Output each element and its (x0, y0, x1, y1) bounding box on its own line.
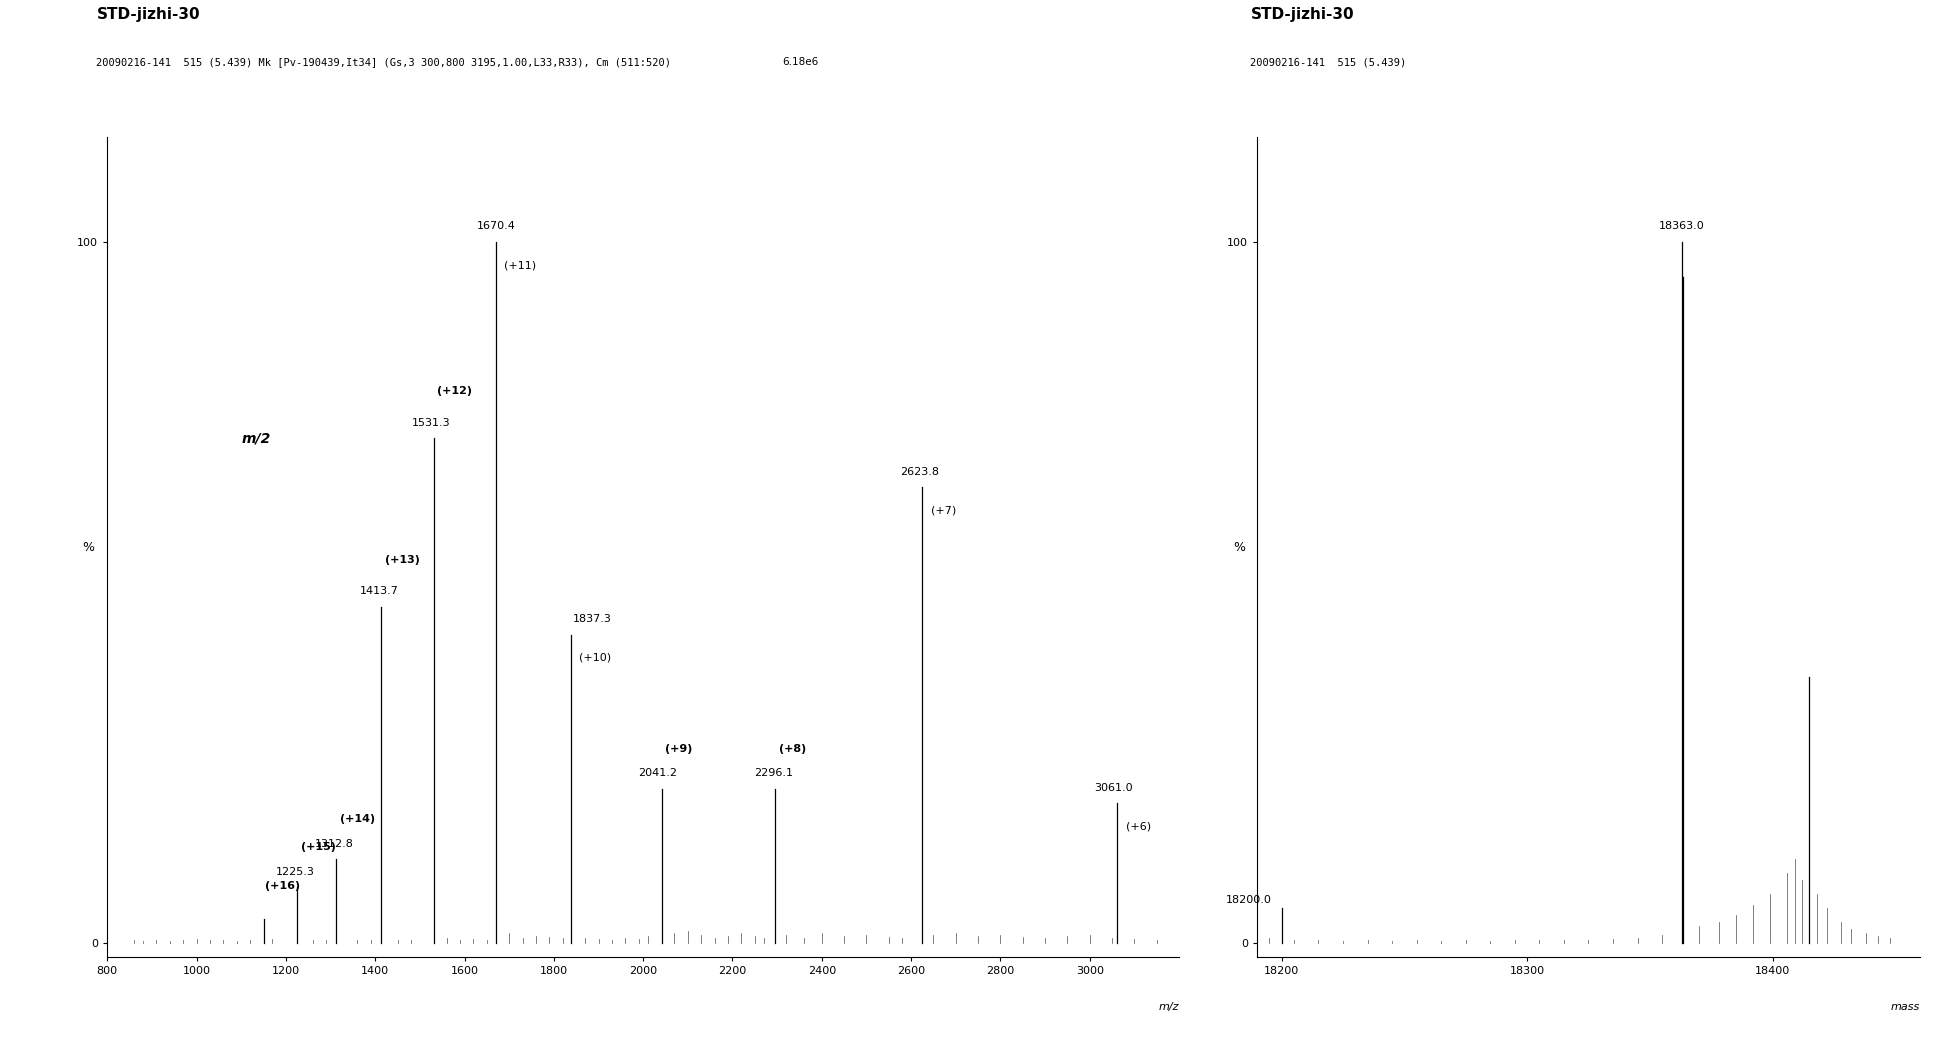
Text: 2041.2: 2041.2 (639, 768, 678, 778)
Text: 1312.8: 1312.8 (314, 838, 353, 849)
Text: 18363.0: 18363.0 (1658, 221, 1704, 231)
Text: (+6): (+6) (1126, 821, 1151, 831)
Text: 20090216-141  515 (5.439) Mk [Pv-190439,It34] (Gs,3 300,800 3195,1.00,L33,R33), : 20090216-141 515 (5.439) Mk [Pv-190439,I… (97, 57, 672, 67)
Text: 1531.3: 1531.3 (413, 418, 450, 428)
Text: 1225.3: 1225.3 (275, 867, 314, 876)
Text: (+9): (+9) (664, 744, 692, 754)
Text: (+10): (+10) (579, 652, 612, 663)
Text: STD-jizhi-30: STD-jizhi-30 (97, 7, 201, 22)
Text: (+14): (+14) (339, 814, 374, 824)
Text: (+12): (+12) (436, 386, 471, 397)
Text: (+16): (+16) (265, 881, 300, 891)
Text: (+8): (+8) (779, 744, 806, 754)
Text: (+13): (+13) (384, 554, 419, 565)
Text: 1413.7: 1413.7 (360, 586, 397, 596)
Text: STD-jizhi-30: STD-jizhi-30 (1251, 7, 1354, 22)
Text: (+7): (+7) (931, 505, 955, 515)
Text: (+15): (+15) (300, 842, 335, 852)
Text: %: % (82, 541, 94, 553)
Text: 2296.1: 2296.1 (754, 768, 793, 778)
Text: 18200.0: 18200.0 (1225, 894, 1272, 905)
Text: %: % (1233, 541, 1245, 553)
Text: m/2: m/2 (242, 431, 271, 445)
Text: mass: mass (1890, 1003, 1919, 1012)
Text: m/z: m/z (1157, 1003, 1179, 1012)
Text: 1837.3: 1837.3 (573, 614, 612, 624)
Text: 20090216-141  515 (5.439): 20090216-141 515 (5.439) (1251, 57, 1406, 67)
Text: (+11): (+11) (505, 260, 536, 270)
Text: 2623.8: 2623.8 (900, 467, 939, 477)
Text: 1670.4: 1670.4 (475, 221, 514, 231)
Text: 3061.0: 3061.0 (1093, 783, 1132, 792)
Text: 6.18e6: 6.18e6 (783, 57, 818, 67)
